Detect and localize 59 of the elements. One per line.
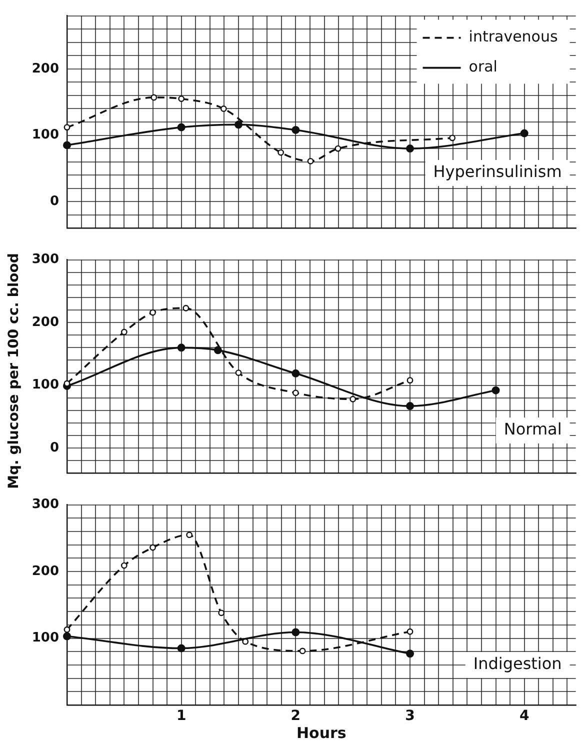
point <box>177 644 186 652</box>
point <box>63 632 71 640</box>
legend-label: intravenous <box>468 28 558 46</box>
point <box>178 96 185 102</box>
x-tick-label: 3 <box>405 708 415 724</box>
point <box>299 648 306 654</box>
y-tick-label: 200 <box>32 315 59 330</box>
point <box>406 377 414 384</box>
point <box>292 370 300 378</box>
point <box>406 402 414 410</box>
x-tick-label: 4 <box>519 708 530 724</box>
y-tick-label: 0 <box>50 194 59 210</box>
point <box>64 626 70 633</box>
x-axis-title: Hours <box>296 724 346 742</box>
y-tick-label: 100 <box>32 378 59 394</box>
y-tick-label: 200 <box>32 564 59 579</box>
point <box>182 305 190 312</box>
point <box>177 344 186 352</box>
point <box>234 120 243 129</box>
point <box>120 562 128 569</box>
point <box>177 123 186 132</box>
point <box>292 126 300 134</box>
point <box>406 628 414 635</box>
point <box>220 106 227 112</box>
annotation: Indigestion <box>473 654 562 674</box>
y-tick-label: 200 <box>32 61 59 76</box>
point <box>292 628 300 636</box>
y-tick-label: 300 <box>32 252 59 268</box>
point <box>350 396 356 403</box>
point <box>235 370 242 376</box>
point <box>150 310 156 316</box>
point <box>64 124 70 131</box>
point <box>120 329 128 336</box>
y-tick-label: 100 <box>32 630 59 646</box>
point <box>63 141 71 150</box>
point <box>150 94 158 101</box>
point <box>150 544 156 551</box>
point <box>406 144 414 153</box>
y-tick-label: 300 <box>32 497 59 512</box>
point <box>520 129 528 138</box>
point <box>218 610 225 616</box>
point <box>307 158 314 164</box>
point <box>334 145 342 152</box>
point <box>214 346 222 355</box>
point <box>278 149 284 156</box>
point <box>292 390 299 396</box>
y-axis-title: Mq. glucose per 100 cc. blood <box>6 253 22 489</box>
point <box>449 134 456 142</box>
point <box>406 650 414 658</box>
point <box>492 386 500 395</box>
y-tick-label: 100 <box>32 128 59 143</box>
point <box>186 532 193 538</box>
annotation: Normal <box>504 420 562 440</box>
annotation: Hyperinsulinism <box>433 162 562 182</box>
legend-label: oral <box>468 58 498 76</box>
x-tick-label: 2 <box>290 708 301 724</box>
x-tick-label: 1 <box>176 708 186 724</box>
y-tick-label: 0 <box>50 440 59 456</box>
point <box>242 638 249 645</box>
